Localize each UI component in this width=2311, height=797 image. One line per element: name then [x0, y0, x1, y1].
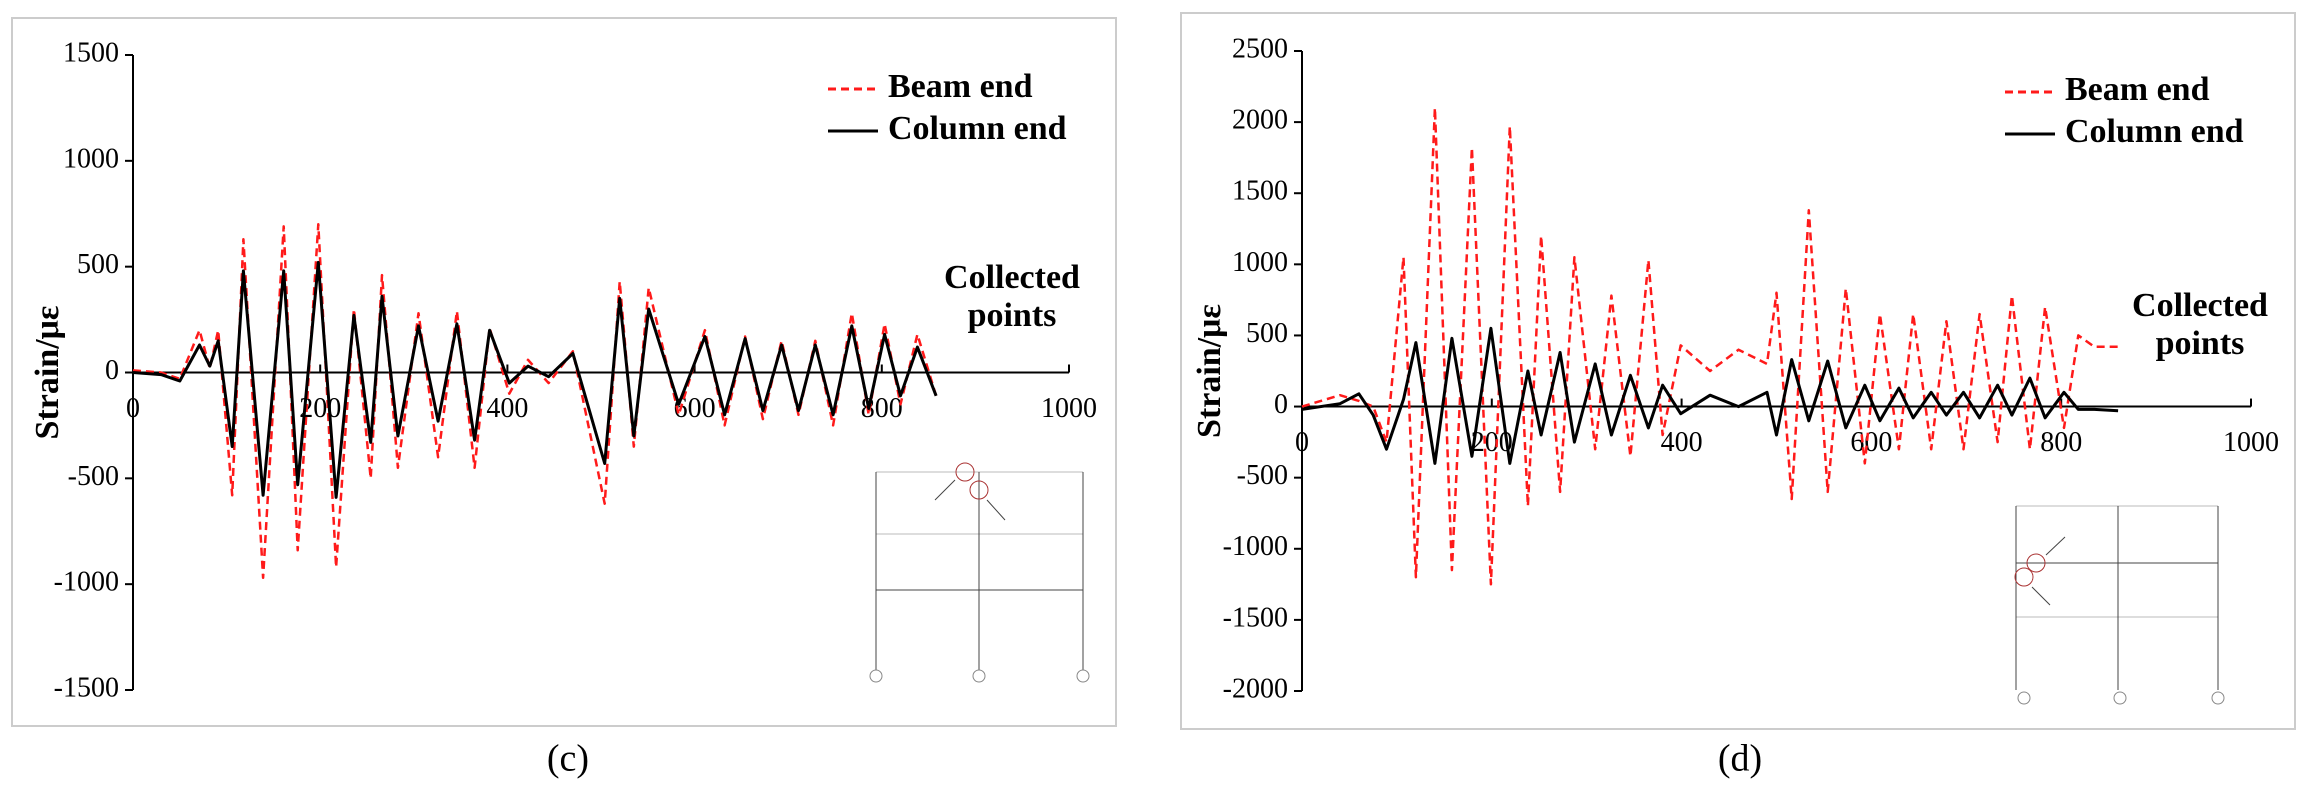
y-tick-label: 0 — [1274, 389, 1288, 420]
x-tick-label: 1000 — [1041, 393, 1097, 424]
y-tick-label: 500 — [1246, 318, 1288, 349]
x-tick-label: 400 — [1661, 427, 1703, 458]
y-tick-label: -1000 — [54, 567, 119, 598]
y-tick-label: 2500 — [1232, 33, 1288, 64]
panel-label: (c) — [547, 738, 589, 780]
y-axis-label: Strain/με — [1191, 304, 1228, 438]
panel-frame — [11, 17, 1117, 727]
annotation: points — [2156, 325, 2245, 362]
annotation: Collected — [2132, 287, 2268, 324]
y-tick-label: -1500 — [54, 672, 119, 703]
data-line — [1301, 326, 2119, 465]
panel-frame — [1180, 12, 2296, 730]
data-line — [132, 260, 938, 499]
y-tick-label: 0 — [105, 355, 119, 386]
y-tick-label: -2000 — [1223, 673, 1288, 704]
y-tick-label: -500 — [1237, 460, 1288, 491]
panel-label: (d) — [1718, 738, 1762, 780]
inset-diagram — [869, 462, 1090, 683]
y-tick-label: 1500 — [1232, 176, 1288, 207]
y-tick-label: 1000 — [63, 143, 119, 174]
legend-label: Beam end — [2065, 71, 2210, 108]
legend-label: Column end — [2065, 113, 2244, 150]
legend-label: Column end — [888, 110, 1067, 147]
inset-diagram — [2014, 505, 2225, 705]
y-axis-label: Strain/με — [29, 306, 66, 440]
x-tick-label: 0 — [1295, 427, 1309, 458]
legend-label: Beam end — [888, 68, 1033, 105]
x-tick-label: 600 — [1850, 427, 1892, 458]
y-tick-label: 1500 — [63, 37, 119, 68]
y-tick-label: -500 — [68, 461, 119, 492]
annotation: points — [968, 297, 1057, 334]
y-tick-label: 1000 — [1232, 247, 1288, 278]
x-tick-label: 800 — [2040, 427, 2082, 458]
x-tick-label: 0 — [126, 393, 140, 424]
y-tick-label: -1500 — [1223, 602, 1288, 633]
x-tick-label: 1000 — [2223, 427, 2279, 458]
y-tick-label: 500 — [77, 249, 119, 280]
data-line — [1301, 106, 2119, 586]
y-tick-label: 2000 — [1232, 105, 1288, 136]
x-tick-label: 400 — [486, 393, 528, 424]
y-tick-label: -1000 — [1223, 531, 1288, 562]
annotation: Collected — [944, 259, 1080, 296]
